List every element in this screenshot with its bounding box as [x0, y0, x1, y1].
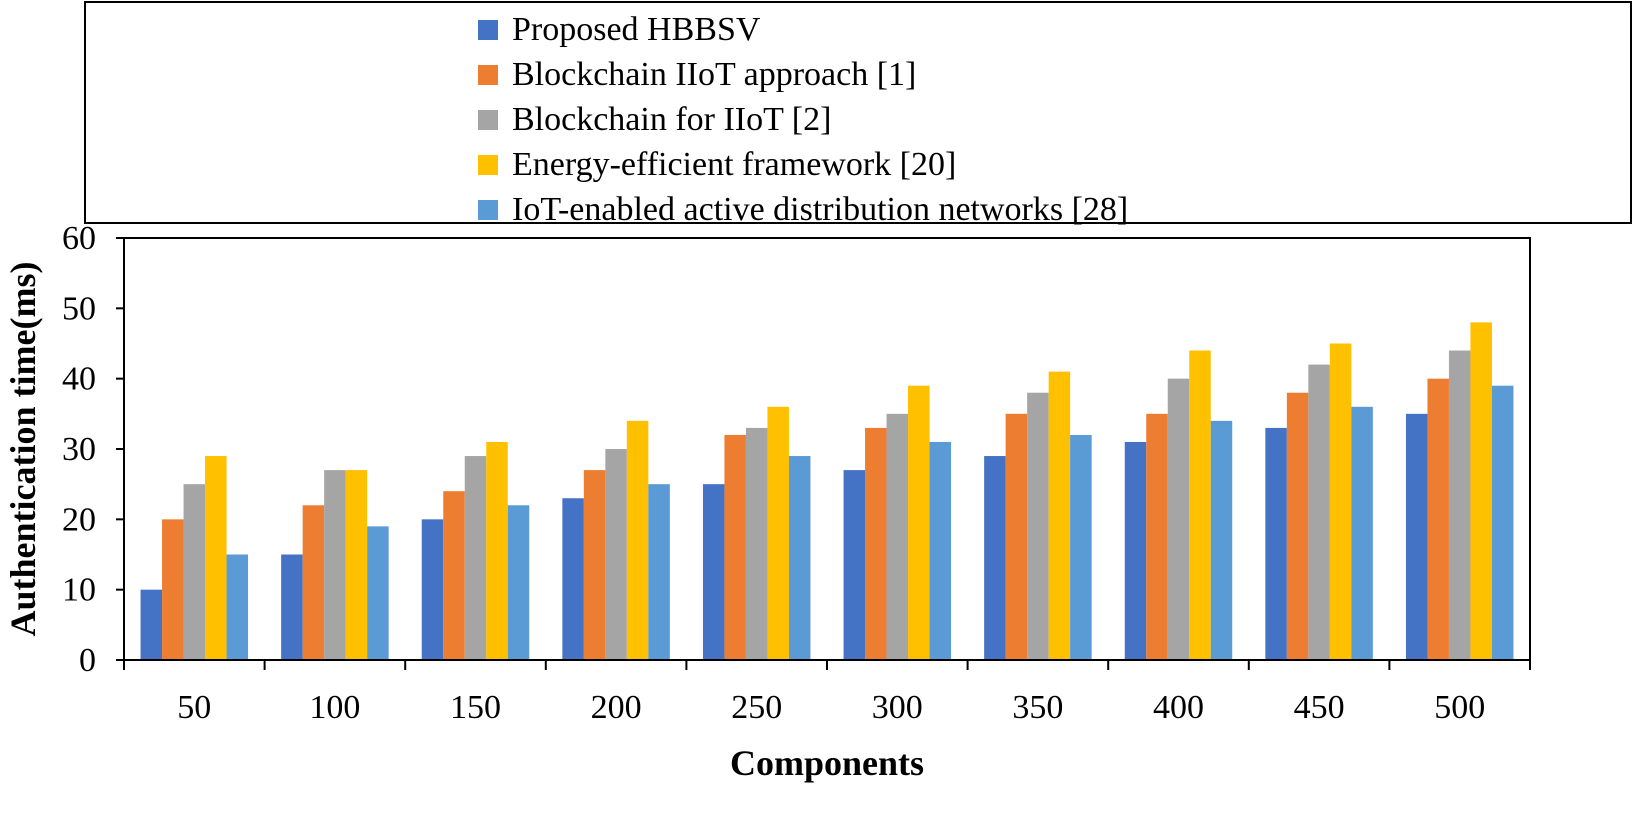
bar	[302, 505, 325, 660]
bar	[464, 456, 487, 660]
bar	[843, 470, 866, 660]
bar	[1210, 420, 1233, 660]
x-tick-label: 50	[177, 689, 211, 726]
x-tick-label: 250	[731, 689, 782, 726]
legend-swatch	[478, 154, 498, 175]
legend-label: Blockchain for IIoT [2]	[512, 100, 832, 138]
bar	[507, 505, 530, 660]
legend-label: Energy-efficient framework [20]	[512, 145, 957, 183]
bar	[626, 420, 649, 660]
bar	[1124, 441, 1147, 660]
bar	[1048, 371, 1071, 660]
x-tick-label: 100	[309, 689, 360, 726]
bar	[1070, 434, 1092, 660]
bar	[788, 456, 811, 660]
legend-label: IoT-enabled active distribution networks…	[512, 190, 1129, 228]
bar	[1448, 350, 1471, 660]
bar	[724, 434, 746, 660]
y-tick-label: 30	[62, 431, 96, 468]
x-tick-label: 200	[591, 689, 642, 726]
y-tick-label: 0	[79, 642, 96, 679]
bar	[929, 441, 952, 660]
bar	[562, 498, 584, 660]
legend-label: Blockchain IIoT approach [1]	[512, 55, 917, 93]
legend-item: Blockchain for IIoT [2]	[478, 97, 1128, 142]
bar	[702, 484, 725, 660]
bar	[1470, 322, 1492, 660]
bar	[367, 526, 389, 660]
bar	[486, 441, 508, 660]
legend-swatch	[478, 64, 498, 85]
bar	[1351, 406, 1373, 660]
bar	[226, 554, 249, 660]
bar	[1265, 427, 1287, 660]
legend-swatch	[478, 199, 498, 220]
y-tick-label: 50	[62, 290, 96, 327]
x-tick-label: 300	[872, 689, 923, 726]
bar	[1427, 378, 1449, 660]
bar	[421, 519, 444, 660]
bar	[205, 456, 227, 660]
bar	[886, 413, 909, 660]
legend-swatch	[478, 19, 498, 40]
bar	[767, 406, 789, 660]
bar	[865, 427, 887, 660]
x-tick-label: 500	[1434, 689, 1485, 726]
bar	[1167, 378, 1190, 660]
bar	[345, 470, 368, 660]
bar	[605, 449, 627, 660]
x-tick-label: 450	[1294, 689, 1345, 726]
bar	[908, 385, 930, 660]
bar	[443, 491, 465, 660]
y-tick-label: 10	[62, 572, 96, 609]
legend-item: IoT-enabled active distribution networks…	[478, 187, 1128, 232]
bar	[1405, 413, 1428, 660]
bar	[324, 470, 346, 660]
y-axis-title: Authentication time(ms)	[3, 262, 43, 637]
bar	[984, 456, 1006, 660]
bar	[140, 589, 163, 660]
bar	[1189, 350, 1211, 660]
bar	[281, 554, 303, 660]
x-tick-label: 150	[450, 689, 501, 726]
x-axis-title: Components	[730, 743, 924, 783]
bar	[648, 484, 670, 660]
legend-label: Proposed HBBSV	[512, 10, 761, 48]
bar	[183, 484, 206, 660]
y-tick-label: 60	[62, 220, 96, 257]
legend-item: Energy-efficient framework [20]	[478, 142, 1128, 187]
x-tick-label: 350	[1012, 689, 1063, 726]
x-tick-label: 400	[1153, 689, 1204, 726]
bar	[1491, 385, 1514, 660]
bar	[162, 519, 184, 660]
bar	[1005, 413, 1028, 660]
chart-legend: Proposed HBBSV Blockchain IIoT approach […	[84, 1, 1632, 228]
bar	[1027, 392, 1049, 660]
bar	[1329, 343, 1352, 660]
y-tick-label: 40	[62, 361, 96, 398]
y-tick-label: 20	[62, 501, 96, 538]
bar	[1286, 392, 1309, 660]
legend-swatch	[478, 109, 498, 130]
legend-item: Blockchain IIoT approach [1]	[478, 52, 1128, 97]
bar	[1146, 413, 1168, 660]
bar	[745, 427, 768, 660]
bar	[1308, 364, 1330, 660]
legend-list: Proposed HBBSV Blockchain IIoT approach […	[478, 7, 1128, 232]
bar	[583, 470, 606, 660]
legend-item: Proposed HBBSV	[478, 7, 1128, 52]
